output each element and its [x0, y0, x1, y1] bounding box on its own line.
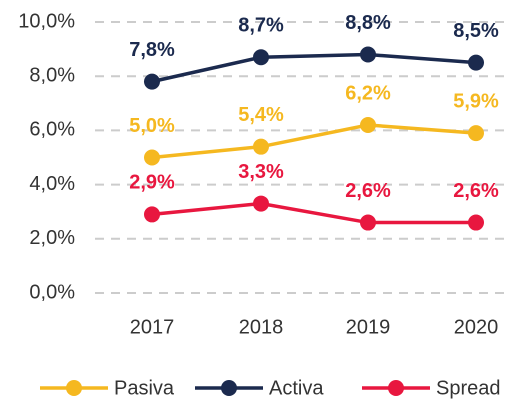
data-point [360, 214, 376, 231]
data-point [360, 116, 376, 133]
data-point [253, 195, 269, 212]
data-label: 2,6% [453, 180, 499, 202]
data-label: 8,5% [453, 20, 499, 42]
y-tick-label: 10,0% [18, 10, 75, 32]
data-label: 5,0% [129, 115, 175, 137]
data-label: 7,8% [129, 39, 175, 61]
data-point [468, 214, 484, 231]
data-point [253, 138, 269, 155]
y-tick-label: 6,0% [29, 119, 75, 141]
data-label: 2,9% [129, 172, 175, 194]
x-tick-label: 2018 [239, 316, 284, 338]
data-label: 5,9% [453, 90, 499, 112]
series-line [151, 52, 477, 84]
data-point [144, 149, 160, 166]
y-tick-label: 8,0% [29, 64, 75, 86]
legend-label: Activa [269, 377, 324, 399]
data-point [144, 206, 160, 223]
data-label: 3,3% [238, 161, 284, 183]
legend-label: Pasiva [114, 377, 175, 399]
data-point [468, 125, 484, 142]
data-label: 8,8% [345, 12, 391, 34]
data-point [144, 73, 160, 90]
data-label: 5,4% [238, 104, 284, 126]
legend-marker [66, 380, 82, 396]
data-point [468, 54, 484, 71]
x-tick-label: 2020 [454, 316, 499, 338]
x-tick-label: 2019 [346, 316, 391, 338]
y-tick-label: 4,0% [29, 173, 75, 195]
x-tick-label: 2017 [130, 316, 175, 338]
data-point [253, 49, 269, 66]
series-line [151, 201, 476, 225]
data-label: 2,6% [345, 180, 391, 202]
legend-marker [388, 380, 404, 396]
y-tick-label: 2,0% [29, 227, 75, 249]
data-label: 8,7% [238, 15, 284, 37]
series-line [151, 123, 477, 160]
legend-marker [221, 380, 237, 396]
data-point [360, 46, 376, 63]
legend-label: Spread [436, 377, 501, 399]
y-tick-label: 0,0% [29, 281, 75, 303]
data-label: 6,2% [345, 82, 391, 104]
